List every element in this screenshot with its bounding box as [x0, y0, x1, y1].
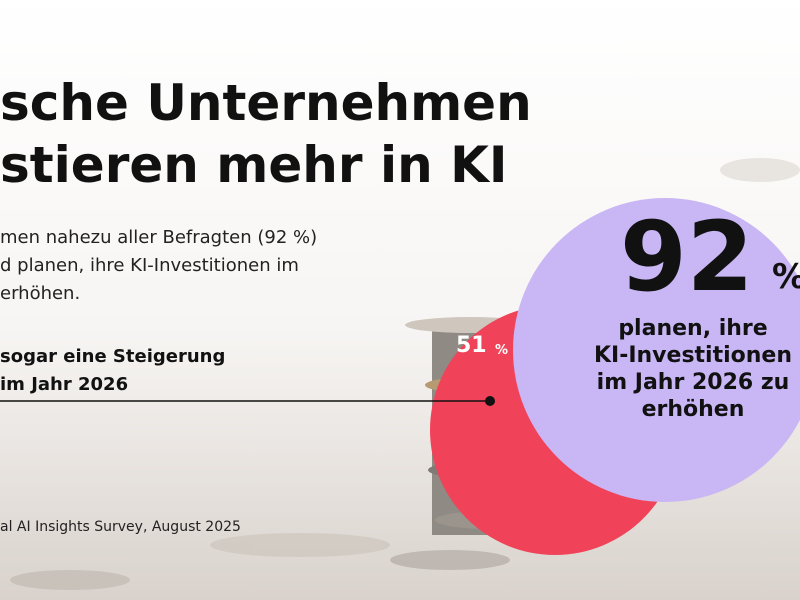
big-stat-caption: planen, ihre — [618, 316, 767, 341]
lavender-circle — [513, 198, 800, 502]
connector-dot — [485, 396, 495, 406]
small-stat-value: 51 — [456, 333, 487, 358]
big-stat-caption: KI-Investitionen — [594, 343, 792, 368]
small-stat-unit: % — [495, 343, 508, 358]
big-stat-value: 92 — [620, 201, 754, 313]
headline: stieren mehr in KI — [0, 136, 507, 194]
source: al AI Insights Survey, August 2025 — [0, 519, 241, 535]
big-stat-unit: % — [772, 257, 800, 297]
highlight-text: sogar eine Steigerung — [0, 346, 225, 367]
body-text: men nahezu aller Befragten (92 %) — [0, 227, 317, 248]
body-text: d planen, ihre KI-Investitionen im — [0, 255, 299, 276]
body-text: erhöhen. — [0, 283, 80, 304]
headline: sche Unternehmen — [0, 74, 532, 132]
highlight-text: im Jahr 2026 — [0, 374, 128, 395]
blurred-coins — [10, 158, 800, 590]
big-stat-caption: im Jahr 2026 zu — [597, 370, 790, 395]
big-stat-caption: erhöhen — [642, 397, 745, 422]
